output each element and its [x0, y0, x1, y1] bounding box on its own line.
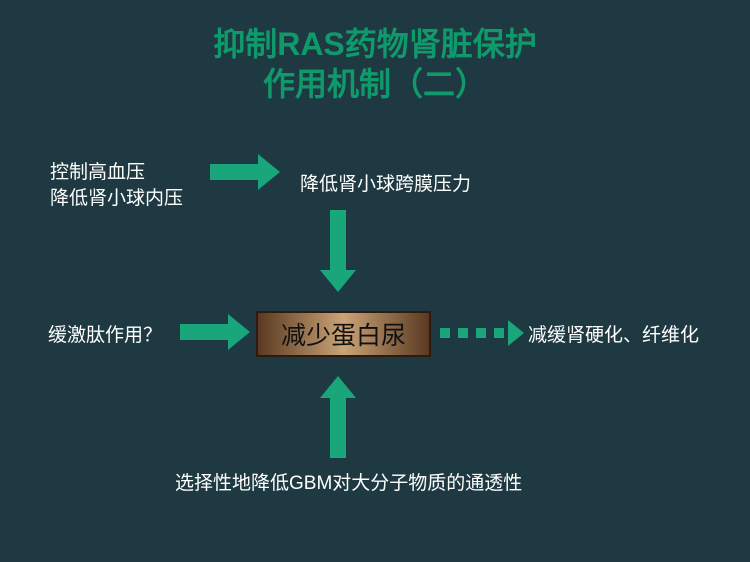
dash-segment	[458, 328, 468, 338]
node-bottom: 选择性地降低GBM对大分子物质的通透性	[175, 471, 522, 497]
dash-segment	[440, 328, 450, 338]
center-box-label: 减少蛋白尿	[281, 316, 406, 352]
title-line2: 作用机制（二）	[0, 64, 750, 104]
node-top-left-l2: 降低肾小球内压	[50, 186, 183, 212]
node-top-left-l1: 控制高血压	[50, 160, 183, 186]
node-top-left: 控制高血压 降低肾小球内压	[50, 160, 183, 211]
dash-segment	[494, 328, 504, 338]
dash-arrow-head	[508, 320, 524, 346]
node-mid-left: 缓激肽作用？	[48, 323, 162, 349]
title-line1: 抑制RAS药物肾脏保护	[0, 24, 750, 64]
slide-title: 抑制RAS药物肾脏保护 作用机制（二）	[0, 24, 750, 104]
center-box: 减少蛋白尿	[256, 311, 431, 357]
node-mid-right: 减缓肾硬化、纤维化	[528, 323, 699, 349]
node-top-right: 降低肾小球跨膜压力	[300, 172, 471, 198]
dash-segment	[476, 328, 486, 338]
